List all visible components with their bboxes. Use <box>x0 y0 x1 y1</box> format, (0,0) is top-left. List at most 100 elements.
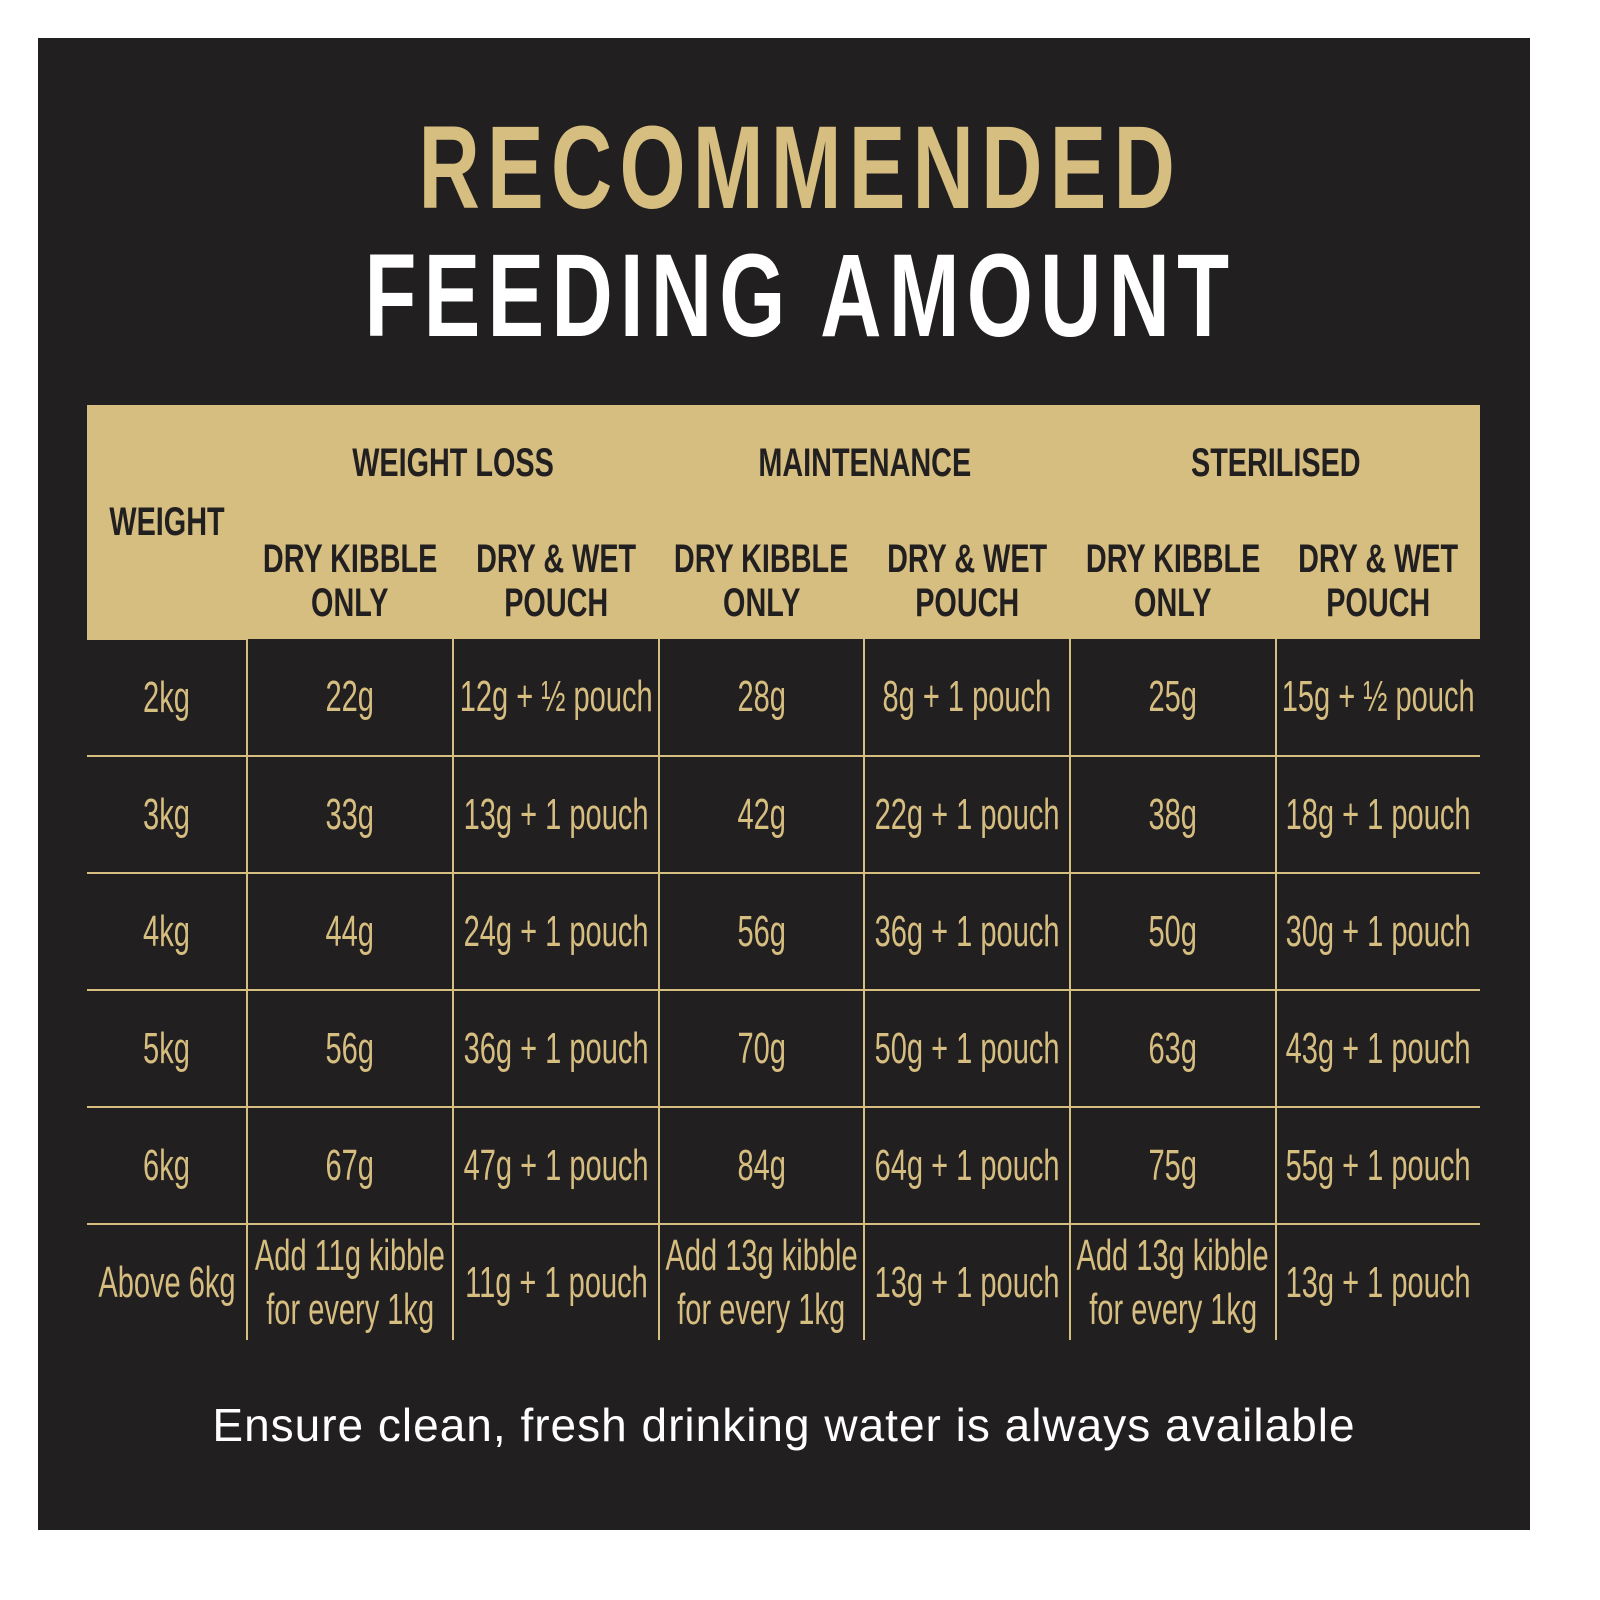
cell-text: 13g + 1 pouch <box>463 789 649 839</box>
amount-cell: 24g + 1 pouch <box>452 872 660 991</box>
amount-cell: 50g + 1 pouch <box>862 989 1072 1108</box>
cell-text: for every 1kg <box>677 1284 846 1334</box>
group-header-weight-loss: WEIGHT LOSS <box>246 405 660 523</box>
cell-text: DRY & WET <box>475 537 636 581</box>
amount-cell: 36g + 1 pouch <box>862 872 1072 991</box>
cell-text: 5kg <box>143 1023 190 1073</box>
amount-cell: 28g <box>658 639 865 757</box>
amount-cell: 33g <box>246 755 454 874</box>
group-header-sterilised: STERILISED <box>1069 405 1481 523</box>
cell-text: DRY KIBBLE <box>674 537 849 581</box>
subheader-cell: DRY & WET POUCH <box>1275 521 1481 639</box>
cell-text: 38g <box>1148 789 1198 839</box>
cell-text: 24g + 1 pouch <box>463 906 649 956</box>
subheader-cell: DRY & WET POUCH <box>452 521 660 639</box>
cell-text: 30g + 1 pouch <box>1286 906 1471 956</box>
cell-text: Add 11g kibble <box>254 1230 445 1280</box>
cell-text: 50g + 1 pouch <box>874 1023 1060 1073</box>
amount-cell: 75g <box>1069 1106 1278 1225</box>
group-header-maintenance: MAINTENANCE <box>657 405 1072 523</box>
amount-cell: 13g + 1 pouch <box>452 755 660 874</box>
amount-cell: 67g <box>246 1106 454 1225</box>
amount-cell: 13g + 1 pouch <box>1275 1223 1481 1340</box>
cell-text: 15g + ½ pouch <box>1282 672 1475 721</box>
amount-cell: 55g + 1 pouch <box>1275 1106 1481 1225</box>
amount-cell: 18g + 1 pouch <box>1275 755 1481 874</box>
amount-cell: 11g + 1 pouch <box>452 1223 660 1340</box>
cell-text: ONLY <box>311 581 389 625</box>
cell-text: 47g + 1 pouch <box>463 1140 649 1190</box>
amount-cell: 22g + 1 pouch <box>862 755 1072 874</box>
group-header-text: WEIGHT LOSS <box>352 441 554 485</box>
amount-cell: 70g <box>658 989 865 1108</box>
cell-text: for every 1kg <box>1089 1284 1257 1334</box>
feeding-table: WEIGHT WEIGHT LOSS MAINTENANCE STERILISE… <box>87 405 1481 1340</box>
amount-cell: Add 13g kibble for every 1kg <box>658 1223 865 1340</box>
weight-cell: 6kg <box>87 1106 248 1225</box>
amount-cell: 36g + 1 pouch <box>452 989 660 1108</box>
table-row: 6kg 67g 47g + 1 pouch 84g 64g + 1 pouch 75g 55… <box>87 1106 1481 1225</box>
cell-text: POUCH <box>915 581 1020 625</box>
table-row: 2kg 22g 12g + ½ pouch 28g 8g + 1 pouch 25g 15g… <box>87 639 1481 757</box>
weight-cell: 4kg <box>87 872 248 991</box>
cell-text: 64g + 1 pouch <box>874 1140 1060 1190</box>
subheader-row: DRY KIBBLE ONLY DRY & WET POUCH DRY KIBBLE ON… <box>87 521 1481 639</box>
amount-cell: 50g <box>1069 872 1278 991</box>
table-row: 4kg 44g 24g + 1 pouch 56g 36g + 1 pouch 50g 30… <box>87 872 1481 991</box>
cell-text: ONLY <box>1134 581 1212 625</box>
weight-cell: Above 6kg <box>87 1223 248 1340</box>
cell-text: 3kg <box>143 789 190 839</box>
cell-text: 22g <box>325 672 375 721</box>
table-row: 3kg 33g 13g + 1 pouch 42g 22g + 1 pouch 38g 18… <box>87 755 1481 874</box>
footer-note: Ensure clean, fresh drinking water is al… <box>212 1399 1356 1451</box>
amount-cell: 22g <box>246 639 454 757</box>
amount-cell: 64g + 1 pouch <box>862 1106 1072 1225</box>
cell-text: 56g <box>325 1023 375 1073</box>
cell-text: DRY & WET <box>887 537 1048 581</box>
cell-text: 6kg <box>143 1140 190 1190</box>
cell-text: 11g + 1 pouch <box>464 1257 648 1307</box>
amount-cell: 30g + 1 pouch <box>1275 872 1481 991</box>
amount-cell: 47g + 1 pouch <box>452 1106 660 1225</box>
table-row-above-6kg: Above 6kg Add 11g kibble for every 1kg 11g … <box>87 1223 1481 1340</box>
subheader-cell: DRY & WET POUCH <box>862 521 1072 639</box>
group-header-text: STERILISED <box>1190 441 1361 485</box>
cell-text: 67g <box>325 1140 375 1190</box>
cell-text: for every 1kg <box>266 1284 434 1334</box>
cell-text: 75g <box>1148 1140 1198 1190</box>
amount-cell: 84g <box>658 1106 865 1225</box>
amount-cell: Add 11g kibble for every 1kg <box>246 1223 454 1340</box>
cell-text: 63g <box>1148 1023 1198 1073</box>
cell-text: DRY KIBBLE <box>262 537 438 581</box>
amount-cell: 43g + 1 pouch <box>1275 989 1481 1108</box>
cell-text: 13g + 1 pouch <box>874 1257 1060 1307</box>
title-line-2: FEEDING AMOUNT <box>364 230 1236 362</box>
amount-cell: Add 13g kibble for every 1kg <box>1069 1223 1278 1340</box>
weight-cell: 3kg <box>87 755 248 874</box>
cell-text: 25g <box>1148 672 1198 721</box>
cell-text: ONLY <box>722 581 801 625</box>
amount-cell: 15g + ½ pouch <box>1275 639 1481 757</box>
cell-text: 12g + ½ pouch <box>459 672 653 721</box>
cell-text: 55g + 1 pouch <box>1286 1140 1471 1190</box>
amount-cell: 13g + 1 pouch <box>862 1223 1072 1340</box>
weight-header: WEIGHT <box>87 405 248 640</box>
weight-cell: 2kg <box>87 639 248 757</box>
cell-text: 28g <box>737 672 786 721</box>
amount-cell: 12g + ½ pouch <box>452 639 660 757</box>
group-header-row: WEIGHT WEIGHT LOSS MAINTENANCE STERILISE… <box>87 405 1481 640</box>
cell-text: 18g + 1 pouch <box>1286 789 1471 839</box>
cell-text: POUCH <box>1326 581 1431 625</box>
cell-text: POUCH <box>503 581 608 625</box>
cell-text: 33g <box>325 789 375 839</box>
cell-text: DRY KIBBLE <box>1085 537 1261 581</box>
cell-text: 44g <box>325 906 375 956</box>
cell-text: 36g + 1 pouch <box>874 906 1060 956</box>
cell-text: DRY & WET <box>1298 537 1459 581</box>
title-line-1: RECOMMENDED <box>418 102 1182 234</box>
cell-text: 42g <box>737 789 786 839</box>
weight-header-text: WEIGHT <box>108 499 225 544</box>
cell-text: 13g + 1 pouch <box>1286 1257 1471 1307</box>
amount-cell: 25g <box>1069 639 1278 757</box>
cell-text: 2kg <box>143 672 190 722</box>
